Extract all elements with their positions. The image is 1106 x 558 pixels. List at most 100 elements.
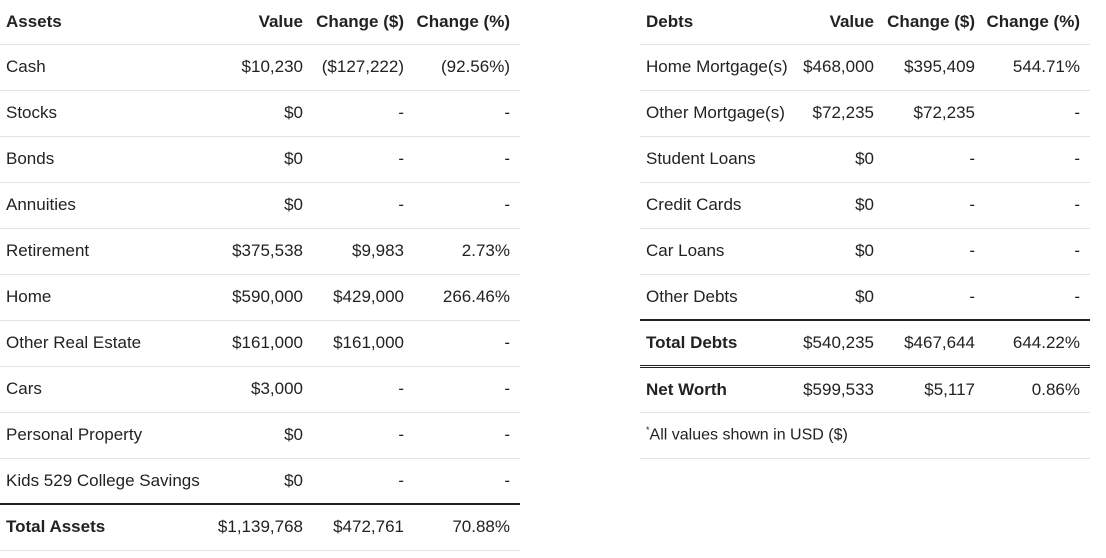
- assets-label-cell: Bonds: [6, 149, 55, 168]
- debts-label-cell: Student Loans: [646, 149, 756, 168]
- debts-pct-cell: -: [1074, 149, 1080, 168]
- assets-value-cell: $161,000: [232, 333, 303, 352]
- debts-row: Credit Cards $0 - -: [640, 182, 1090, 228]
- assets-pct-cell: 2.73%: [461, 241, 510, 260]
- debts-header-pct: Change (%): [986, 11, 1081, 31]
- assets-value-cell: $0: [284, 103, 303, 122]
- debts-header-change: Change ($): [887, 11, 975, 31]
- assets-label-cell: Cars: [6, 379, 42, 398]
- assets-value-cell: $1,139,768: [217, 517, 303, 537]
- assets-label-cell: Other Real Estate: [6, 333, 142, 352]
- debts-label-cell: Other Mortgage(s): [646, 103, 785, 122]
- assets-pct-cell: 70.88%: [452, 517, 510, 537]
- assets-change-cell: $161,000: [333, 333, 404, 352]
- assets-pct-cell: -: [504, 425, 510, 444]
- footnote-row: *All values shown in USD ($): [640, 412, 1090, 458]
- assets-row: Cars $3,000 - -: [0, 366, 520, 412]
- assets-label-cell: Cash: [6, 57, 46, 76]
- assets-row: Stocks $0 - -: [0, 90, 520, 136]
- debts-change-cell: -: [969, 149, 975, 168]
- debts-header-name: Debts: [646, 11, 694, 31]
- assets-pct-cell: -: [504, 195, 510, 214]
- assets-value-cell: $590,000: [232, 287, 303, 306]
- net-worth-pct: 0.86%: [1031, 379, 1080, 399]
- debts-change-cell: -: [969, 286, 975, 306]
- debts-pct-cell: -: [1074, 195, 1080, 214]
- debts-table: Debts Value Change ($) Change (%) Home M…: [640, 0, 1090, 459]
- debts-label-cell: Other Debts: [646, 286, 738, 306]
- debts-value-cell: $0: [855, 286, 874, 306]
- assets-change-cell: -: [398, 470, 404, 490]
- debts-change-cell: $467,644: [904, 332, 975, 352]
- assets-row: Home $590,000 $429,000 266.46%: [0, 274, 520, 320]
- assets-pct-cell: 266.46%: [442, 287, 510, 306]
- assets-pct-cell: -: [504, 149, 510, 168]
- debts-value-cell: $72,235: [812, 103, 874, 122]
- debts-label-cell: Home Mortgage(s): [646, 57, 788, 76]
- assets-value-cell: $3,000: [251, 379, 303, 398]
- assets-value-cell: $0: [284, 195, 303, 214]
- debts-header-value: Value: [829, 11, 874, 31]
- assets-label-cell: Personal Property: [6, 425, 143, 444]
- assets-value-cell: $0: [284, 425, 303, 444]
- debts-body: Home Mortgage(s) $468,000 $395,409 544.71% O…: [640, 44, 1090, 366]
- assets-pct-cell: -: [504, 103, 510, 122]
- net-worth-value: $599,533: [803, 379, 874, 399]
- assets-pct-cell: -: [504, 333, 510, 352]
- assets-row: Annuities $0 - -: [0, 182, 520, 228]
- net-worth-label: Net Worth: [646, 379, 727, 399]
- footnote: *All values shown in USD ($): [640, 412, 1090, 458]
- assets-change-cell: $9,983: [352, 241, 404, 260]
- assets-total-row: Total Assets $1,139,768 $472,761 70.88%: [0, 504, 520, 550]
- debts-label-cell: Credit Cards: [646, 195, 742, 214]
- debts-pct-cell: 544.71%: [1012, 57, 1080, 76]
- assets-label-cell: Annuities: [6, 195, 76, 214]
- debts-change-cell: $395,409: [904, 57, 975, 76]
- assets-body: Cash $10,230 ($127,222) (92.56%) Stocks $0- - B…: [0, 44, 520, 550]
- debts-value-cell: $0: [855, 149, 874, 168]
- footnote-text: All values shown in USD ($): [649, 426, 848, 444]
- assets-change-cell: -: [398, 379, 404, 398]
- assets-row: Personal Property $0 - -: [0, 412, 520, 458]
- debts-row: Other Mortgage(s) $72,235 $72,235 -: [640, 90, 1090, 136]
- assets-change-cell: $472,761: [333, 517, 404, 537]
- assets-header-pct: Change (%): [416, 11, 511, 31]
- assets-header-value: Value: [258, 11, 303, 31]
- assets-pct-cell: -: [504, 470, 510, 490]
- debts-row: Home Mortgage(s) $468,000 $395,409 544.71%: [640, 44, 1090, 90]
- assets-row: Retirement $375,538 $9,983 2.73%: [0, 228, 520, 274]
- assets-change-cell: -: [398, 149, 404, 168]
- assets-row: Other Real Estate $161,000 $161,000 -: [0, 320, 520, 366]
- debts-label-cell: Total Debts: [646, 332, 738, 352]
- assets-value-cell: $0: [284, 470, 303, 490]
- assets-header-change: Change ($): [316, 11, 404, 31]
- assets-pct-cell: -: [504, 379, 510, 398]
- footnote-mark: *: [646, 425, 650, 436]
- net-worth-change: $5,117: [924, 379, 975, 399]
- debts-pct-cell: 644.22%: [1012, 332, 1080, 352]
- debts-change-cell: $72,235: [913, 103, 975, 122]
- debts-value-cell: $468,000: [803, 57, 874, 76]
- assets-change-cell: -: [398, 195, 404, 214]
- debts-pct-cell: -: [1074, 286, 1080, 306]
- debts-row: Other Debts $0 - -: [640, 274, 1090, 320]
- assets-label-cell: Kids 529 College Savings: [6, 470, 200, 490]
- assets-label-cell: Home: [6, 287, 52, 306]
- assets-header-row: Assets Value Change ($) Change (%): [0, 0, 520, 44]
- debts-label-cell: Car Loans: [646, 241, 725, 260]
- assets-header-name: Assets: [6, 11, 62, 31]
- debts-value-cell: $0: [855, 241, 874, 260]
- assets-change-cell: -: [398, 425, 404, 444]
- assets-change-cell: $429,000: [333, 287, 404, 306]
- debts-pct-cell: -: [1074, 241, 1080, 260]
- assets-label-cell: Retirement: [6, 241, 90, 260]
- debts-header-row: Debts Value Change ($) Change (%): [640, 0, 1090, 44]
- assets-row: Kids 529 College Savings $0 - -: [0, 458, 520, 504]
- debts-change-cell: -: [969, 195, 975, 214]
- assets-label-cell: Total Assets: [6, 517, 106, 537]
- assets-pct-cell: (92.56%): [441, 57, 510, 76]
- assets-row: Bonds $0 - -: [0, 136, 520, 182]
- assets-change-cell: ($127,222): [321, 57, 404, 76]
- debts-change-cell: -: [969, 241, 975, 260]
- assets-value-cell: $0: [284, 149, 303, 168]
